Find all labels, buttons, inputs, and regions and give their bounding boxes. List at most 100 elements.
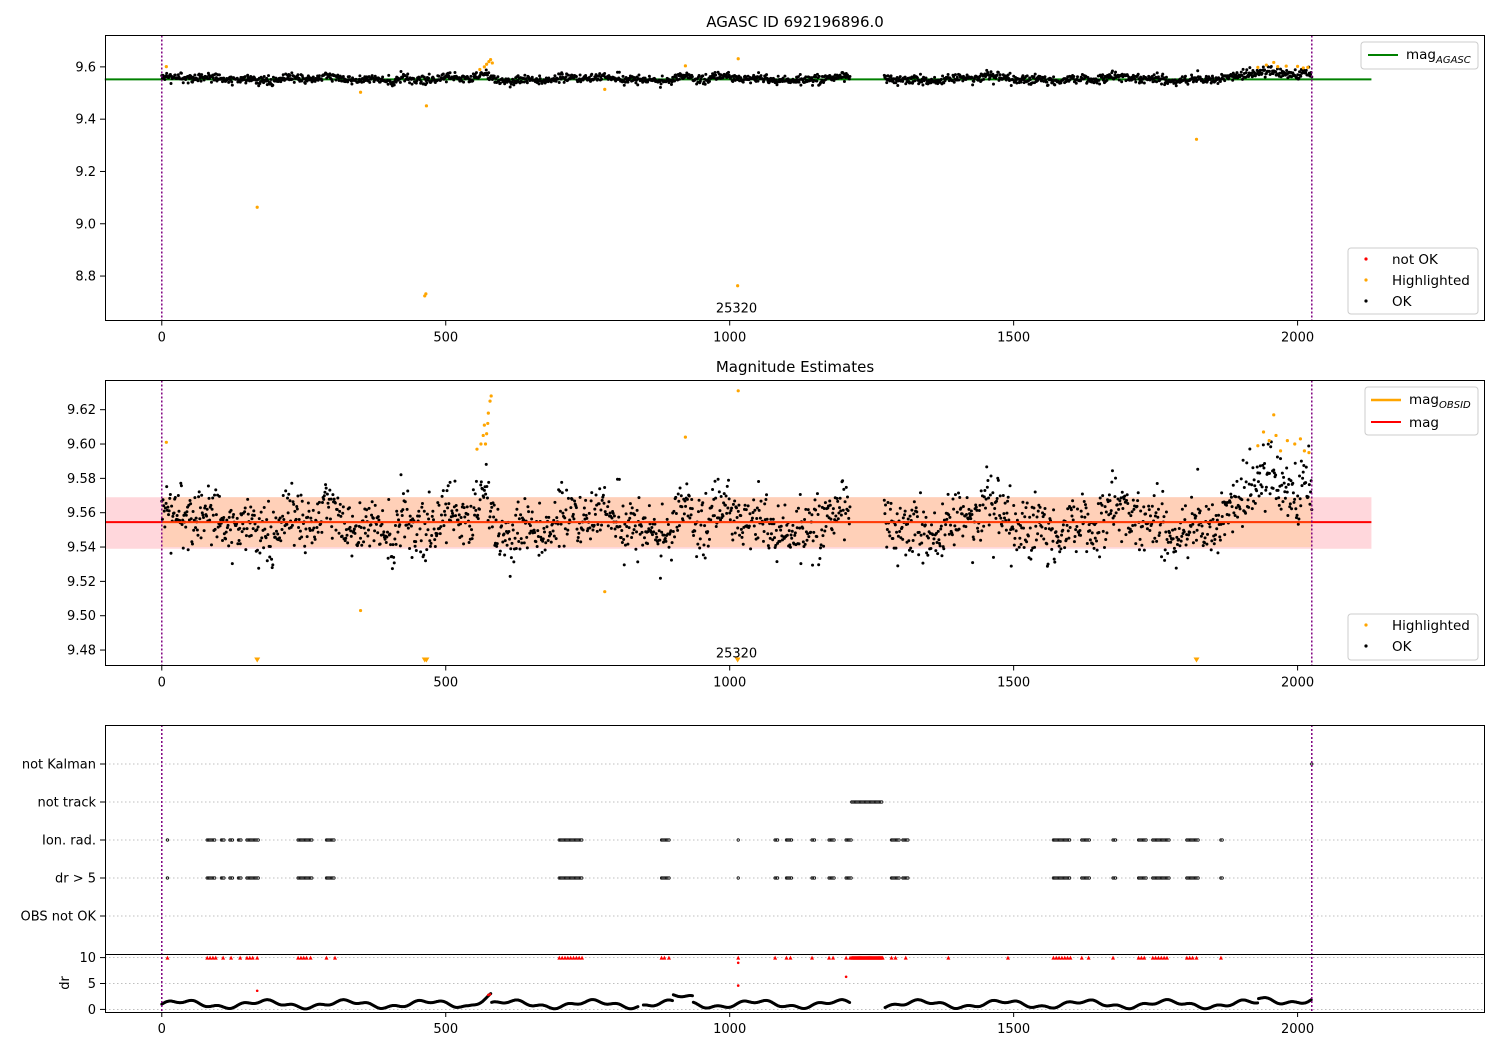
p2-ok-point [215, 513, 218, 516]
p2-ok-point [441, 495, 444, 498]
p2-ok-point [659, 577, 662, 580]
p2-ok-point [993, 513, 996, 516]
p2-ok-point [519, 513, 522, 516]
p2-ok-point [514, 514, 517, 517]
p1-ok-point [558, 81, 561, 84]
p2-ok-point [571, 498, 574, 501]
p2-ok-point [247, 513, 250, 516]
p2-ok-point [740, 528, 743, 531]
p2-ok-point [1174, 550, 1177, 553]
p2-ok-point [362, 540, 365, 543]
p2-ok-point [937, 530, 940, 533]
p1-ok-point [1101, 73, 1104, 76]
dr-point [848, 1001, 851, 1004]
p2-ok-point [1153, 537, 1156, 540]
p2-ok-point [1131, 510, 1134, 513]
p2-ok-point [1051, 527, 1054, 530]
p2-xtick-label: 500 [433, 676, 458, 691]
p2-ok-point [1250, 483, 1253, 486]
p2-ok-point [678, 524, 681, 527]
p2-ok-point [996, 497, 999, 500]
p2-ok-point [451, 512, 454, 515]
p2-ok-point [790, 537, 793, 540]
p1-ok-point [496, 75, 499, 78]
p2-ok-point [563, 545, 566, 548]
p2-ok-point [342, 505, 345, 508]
p2-ok-point [1045, 542, 1048, 545]
p1-ok-point [637, 74, 640, 77]
p2-ok-point [336, 508, 339, 511]
p1-ok-point [320, 79, 323, 82]
p2-ok-point [1149, 514, 1152, 517]
p2-ok-point [211, 496, 214, 499]
p1-ok-point [708, 80, 711, 83]
p1-ok-point [387, 74, 390, 77]
p2-ok-point [395, 510, 398, 513]
p1-ok-point [412, 77, 415, 80]
p2-ok-point [1113, 514, 1116, 517]
p2-ok-point [1124, 533, 1127, 536]
p1-ok-point [1223, 79, 1226, 82]
p2-ok-point [1301, 477, 1304, 480]
p2-ok-point [1104, 505, 1107, 508]
p2-ok-point [730, 507, 733, 510]
p2-ok-point [1130, 530, 1133, 533]
p2-ok-point [511, 542, 514, 545]
p2-ok-point [699, 524, 702, 527]
p2-ok-point [918, 531, 921, 534]
p2-ok-point [1250, 493, 1253, 496]
p2-ok-point [530, 518, 533, 521]
p2-ok-point [498, 532, 501, 535]
p2-ok-point [749, 547, 752, 550]
p2-ok-point [603, 486, 606, 489]
legend2-ok: OK [1392, 639, 1413, 655]
p1-ok-point [428, 73, 431, 76]
p2-ok-point [1244, 512, 1247, 515]
p2-ok-point [338, 532, 341, 535]
p2-ok-point [693, 529, 696, 532]
p2-ok-point [394, 524, 397, 527]
p2-ok-point [341, 535, 344, 538]
p2-ok-point [1139, 509, 1142, 512]
p2-ok-point [1215, 527, 1218, 530]
p2-ok-point [909, 515, 912, 518]
p2-ok-point [243, 510, 246, 513]
p2-ok-point [1240, 498, 1243, 501]
p2-highlighted-point [484, 442, 487, 445]
dr-gt-5-flag-point [1197, 877, 1199, 879]
p1-ok-point [622, 75, 625, 78]
p2-ok-point [622, 538, 625, 541]
p2-ok-point [788, 529, 791, 532]
p2-ok-point [978, 504, 981, 507]
p2-ok-point [281, 528, 284, 531]
p1-ok-point [187, 81, 190, 84]
p2-ok-point [225, 531, 228, 534]
p2-ok-point [1118, 499, 1121, 502]
p2-ok-point [653, 518, 656, 521]
p2-ok-point [907, 539, 910, 542]
p2-ok-point [1084, 503, 1087, 506]
dr-gt-5-flag-point [1088, 877, 1090, 879]
p2-ok-point [618, 478, 621, 481]
p2-ok-point [1158, 534, 1161, 537]
p2-ok-point [1256, 466, 1259, 469]
p2-ok-point [472, 488, 475, 491]
ion-rad-flag-point [1197, 839, 1199, 841]
p2-ok-point [331, 493, 334, 496]
p2-ok-point [1263, 462, 1266, 465]
p2-ok-point [1015, 548, 1018, 551]
p2-ok-point [436, 532, 439, 535]
dr-gt-5-flag-point [833, 877, 835, 879]
p2-ok-point [346, 541, 349, 544]
p2-ok-point [975, 506, 978, 509]
p2-ok-point [922, 510, 925, 513]
dr-gt-5-flag-point [668, 877, 670, 879]
p1-ok-point [453, 71, 456, 74]
p2-ok-point [1247, 498, 1250, 501]
p2-ok-point [961, 512, 964, 515]
p1-ok-point [899, 75, 902, 78]
p2-ok-point [1136, 499, 1139, 502]
p2-ok-point [947, 493, 950, 496]
p2-ok-point [954, 493, 957, 496]
